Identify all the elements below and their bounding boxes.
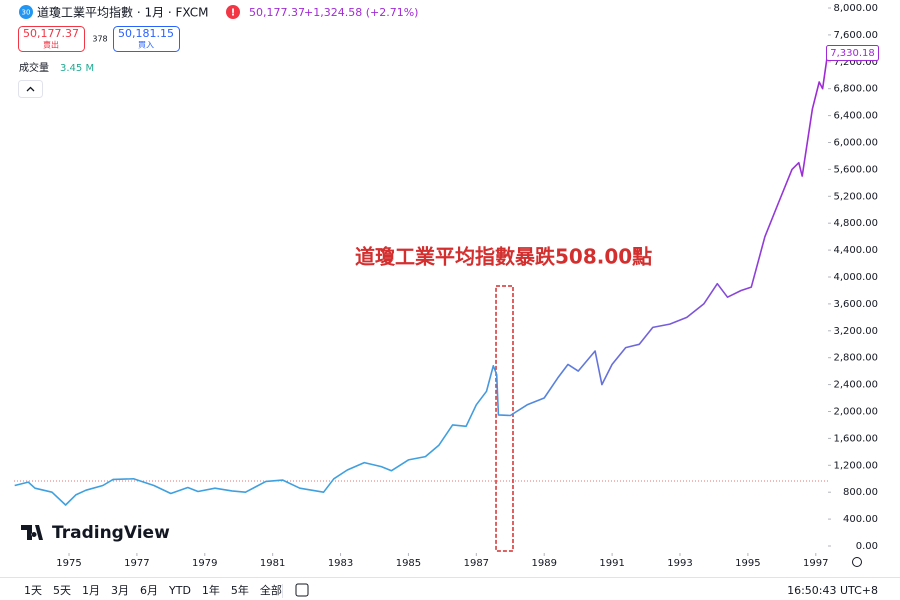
y-tick-label: 800.00	[843, 487, 878, 498]
x-tick-label: 1997	[803, 558, 828, 569]
spread: 378	[92, 35, 107, 44]
symbol-icon	[19, 5, 33, 19]
y-tick-label: 2,800.00	[833, 353, 878, 364]
x-tick-label: 1977	[124, 558, 149, 569]
range-button[interactable]: 1月	[82, 584, 100, 597]
buy-price: 50,181.15	[118, 27, 174, 40]
sell-price: 50,177.37	[23, 27, 79, 40]
price-line	[14, 52, 829, 506]
y-tick-label: 6,800.00	[833, 84, 878, 95]
last-price-label: 7,330.18	[830, 48, 875, 59]
range-button[interactable]: 1年	[202, 583, 220, 597]
y-tick-label: 7,600.00	[833, 30, 878, 41]
y-tick-label: 3,200.00	[833, 326, 878, 337]
y-tick-label: 4,400.00	[833, 245, 878, 256]
x-tick-label: 1985	[396, 558, 421, 569]
range-button[interactable]: YTD	[168, 584, 191, 597]
y-tick-label: 400.00	[843, 514, 878, 525]
alert-icon[interactable]	[226, 5, 240, 19]
x-tick-label: 1993	[667, 558, 692, 569]
x-tick-label: 1979	[192, 558, 217, 569]
alert-mark: !	[231, 8, 236, 19]
range-button[interactable]: 3月	[111, 584, 129, 597]
y-tick-label: 0.00	[856, 541, 878, 552]
volume: 3.45 M	[60, 63, 94, 74]
collapse-icon	[26, 86, 35, 92]
collapse-button[interactable]	[18, 80, 43, 98]
x-tick-label: 1995	[735, 558, 760, 569]
y-tick-label: 2,000.00	[833, 407, 878, 418]
volume-label: 成交量	[19, 61, 49, 74]
y-tick-label: 6,400.00	[833, 111, 878, 122]
y-tick-label: 4,000.00	[833, 272, 878, 283]
change: +1,324.58 (+2.71%)	[304, 6, 418, 19]
y-tick-label: 1,200.00	[833, 460, 878, 471]
y-tick-label: 5,200.00	[833, 191, 878, 202]
x-tick-label: 1983	[328, 558, 353, 569]
settings-icon[interactable]	[852, 557, 862, 567]
range-button[interactable]: 5年	[231, 583, 249, 597]
symbol-badge: 30	[22, 9, 31, 17]
buy-button[interactable]	[113, 26, 180, 52]
range-button[interactable]: 全部	[260, 583, 282, 597]
last-price-box	[826, 45, 879, 62]
x-tick-label: 1987	[464, 558, 489, 569]
symbol-title[interactable]: 道瓊工業平均指數 · 1月 · FXCM	[37, 5, 209, 20]
date-range-icon[interactable]	[295, 583, 309, 597]
range-button[interactable]: 6月	[140, 584, 158, 597]
logo: TradingView	[21, 523, 170, 543]
annotation: 道瓊工業平均指數暴跌508.00點	[355, 245, 652, 269]
y-tick-label: 6,000.00	[833, 138, 878, 149]
y-tick-label: 1,600.00	[833, 433, 878, 444]
y-tick-label: 7,200.00	[833, 57, 878, 68]
clock: 16:50:43 UTC+8	[787, 584, 878, 597]
sell-label: 賣出	[43, 40, 59, 50]
sell-button[interactable]	[18, 26, 85, 52]
y-tick-label: 5,600.00	[833, 164, 878, 175]
x-tick-label: 1991	[599, 558, 624, 569]
y-tick-label: 4,800.00	[833, 218, 878, 229]
y-tick-label: 8,000.00	[833, 3, 878, 14]
y-tick-label: 3,600.00	[833, 299, 878, 310]
quote: 50,177.37	[249, 6, 305, 19]
highlight-box	[495, 285, 514, 552]
x-tick-label: 1981	[260, 558, 285, 569]
x-tick-label: 1989	[531, 558, 556, 569]
x-tick-label: 1975	[56, 558, 81, 569]
watermark: TradingView	[52, 523, 170, 543]
range-button[interactable]: 5天	[53, 584, 71, 597]
buy-label: 買入	[138, 41, 154, 50]
logo-mark	[21, 525, 43, 540]
y-tick-label: 2,400.00	[833, 380, 878, 391]
range-button[interactable]: 1天	[24, 584, 42, 597]
